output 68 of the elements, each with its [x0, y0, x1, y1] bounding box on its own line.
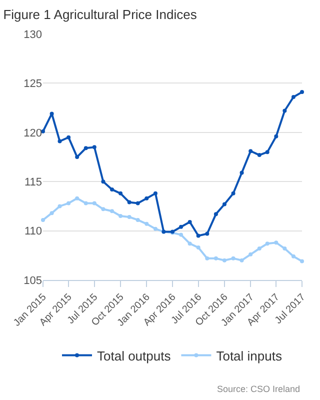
point: [205, 256, 210, 260]
point: [291, 254, 296, 258]
point: [265, 242, 270, 246]
point: [179, 232, 184, 237]
point: [265, 150, 270, 154]
point: [248, 149, 253, 154]
point: [144, 222, 149, 226]
point: [136, 218, 140, 222]
point: [188, 242, 192, 246]
y-tick-label: 120: [24, 127, 42, 140]
point: [50, 112, 54, 116]
point: [188, 220, 192, 224]
legend-label: Total outputs: [97, 348, 172, 364]
point: [274, 240, 278, 245]
y-tick-label: 130: [24, 28, 42, 41]
point: [110, 187, 114, 192]
chart-title: Figure 1 Agricultural Price Indices: [3, 7, 198, 22]
y-tick-label: 105: [24, 274, 42, 287]
point: [222, 258, 226, 262]
point: [136, 201, 140, 206]
legend-label: Total inputs: [216, 348, 282, 364]
point: [153, 226, 158, 231]
line-series: [41, 90, 304, 238]
point: [231, 256, 236, 260]
point: [205, 232, 210, 236]
point: [214, 256, 218, 260]
y-tick-label: 115: [24, 176, 42, 188]
y-tick-label: 125: [24, 78, 42, 90]
point: [282, 246, 287, 251]
point: [300, 90, 304, 94]
point: [50, 211, 54, 216]
point: [66, 135, 71, 140]
point: [92, 201, 96, 206]
point: [222, 202, 226, 206]
point: [41, 218, 45, 222]
point: [257, 246, 262, 251]
point: [127, 215, 132, 220]
point: [282, 108, 287, 113]
point: [110, 209, 114, 214]
point: [240, 258, 244, 262]
point: [101, 207, 106, 212]
point: [248, 252, 253, 256]
point: [179, 224, 184, 229]
point: [257, 153, 262, 158]
point: [118, 214, 123, 218]
point: [196, 234, 200, 238]
point: [240, 170, 244, 175]
point: [274, 134, 278, 138]
point: [144, 196, 149, 200]
point: [196, 246, 200, 250]
point: [84, 201, 88, 206]
point: [214, 212, 218, 216]
point: [101, 180, 106, 184]
point: [75, 155, 80, 159]
point: [231, 191, 236, 196]
point: [66, 201, 71, 206]
y-tick-label: 110: [24, 226, 42, 238]
point: [153, 191, 158, 196]
source-note: Source: CSO Ireland: [217, 384, 300, 394]
point: [291, 94, 296, 99]
point: [84, 146, 88, 150]
point: [127, 200, 132, 204]
point: [75, 196, 80, 200]
point: [118, 191, 123, 196]
point: [300, 259, 304, 264]
point: [92, 145, 96, 150]
point: [58, 204, 62, 208]
point: [58, 139, 62, 144]
